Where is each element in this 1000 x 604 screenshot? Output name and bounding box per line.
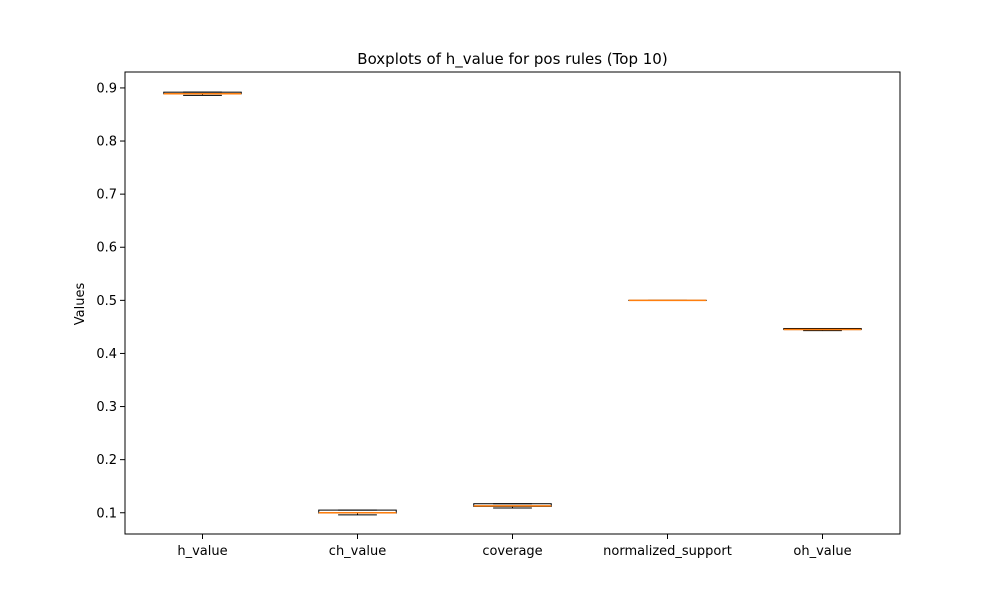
- x-tick-label: normalized_support: [603, 544, 732, 559]
- x-tick-label: oh_value: [793, 544, 851, 559]
- y-tick-label: 0.4: [96, 347, 117, 362]
- x-tick-label: ch_value: [329, 544, 386, 559]
- chart-title: Boxplots of h_value for pos rules (Top 1…: [357, 50, 667, 69]
- y-tick-label: 0.2: [96, 453, 117, 468]
- y-tick-label: 0.1: [96, 506, 117, 521]
- y-tick-label: 0.6: [96, 241, 117, 256]
- y-tick-label: 0.7: [96, 188, 117, 203]
- y-tick-label: 0.8: [96, 135, 117, 150]
- x-tick-label: coverage: [482, 544, 542, 559]
- y-tick-label: 0.3: [96, 400, 117, 415]
- y-tick-label: 0.5: [96, 294, 117, 309]
- y-axis-label: Values: [73, 283, 88, 326]
- y-tick-label: 0.9: [96, 81, 117, 96]
- x-tick-label: h_value: [177, 544, 227, 559]
